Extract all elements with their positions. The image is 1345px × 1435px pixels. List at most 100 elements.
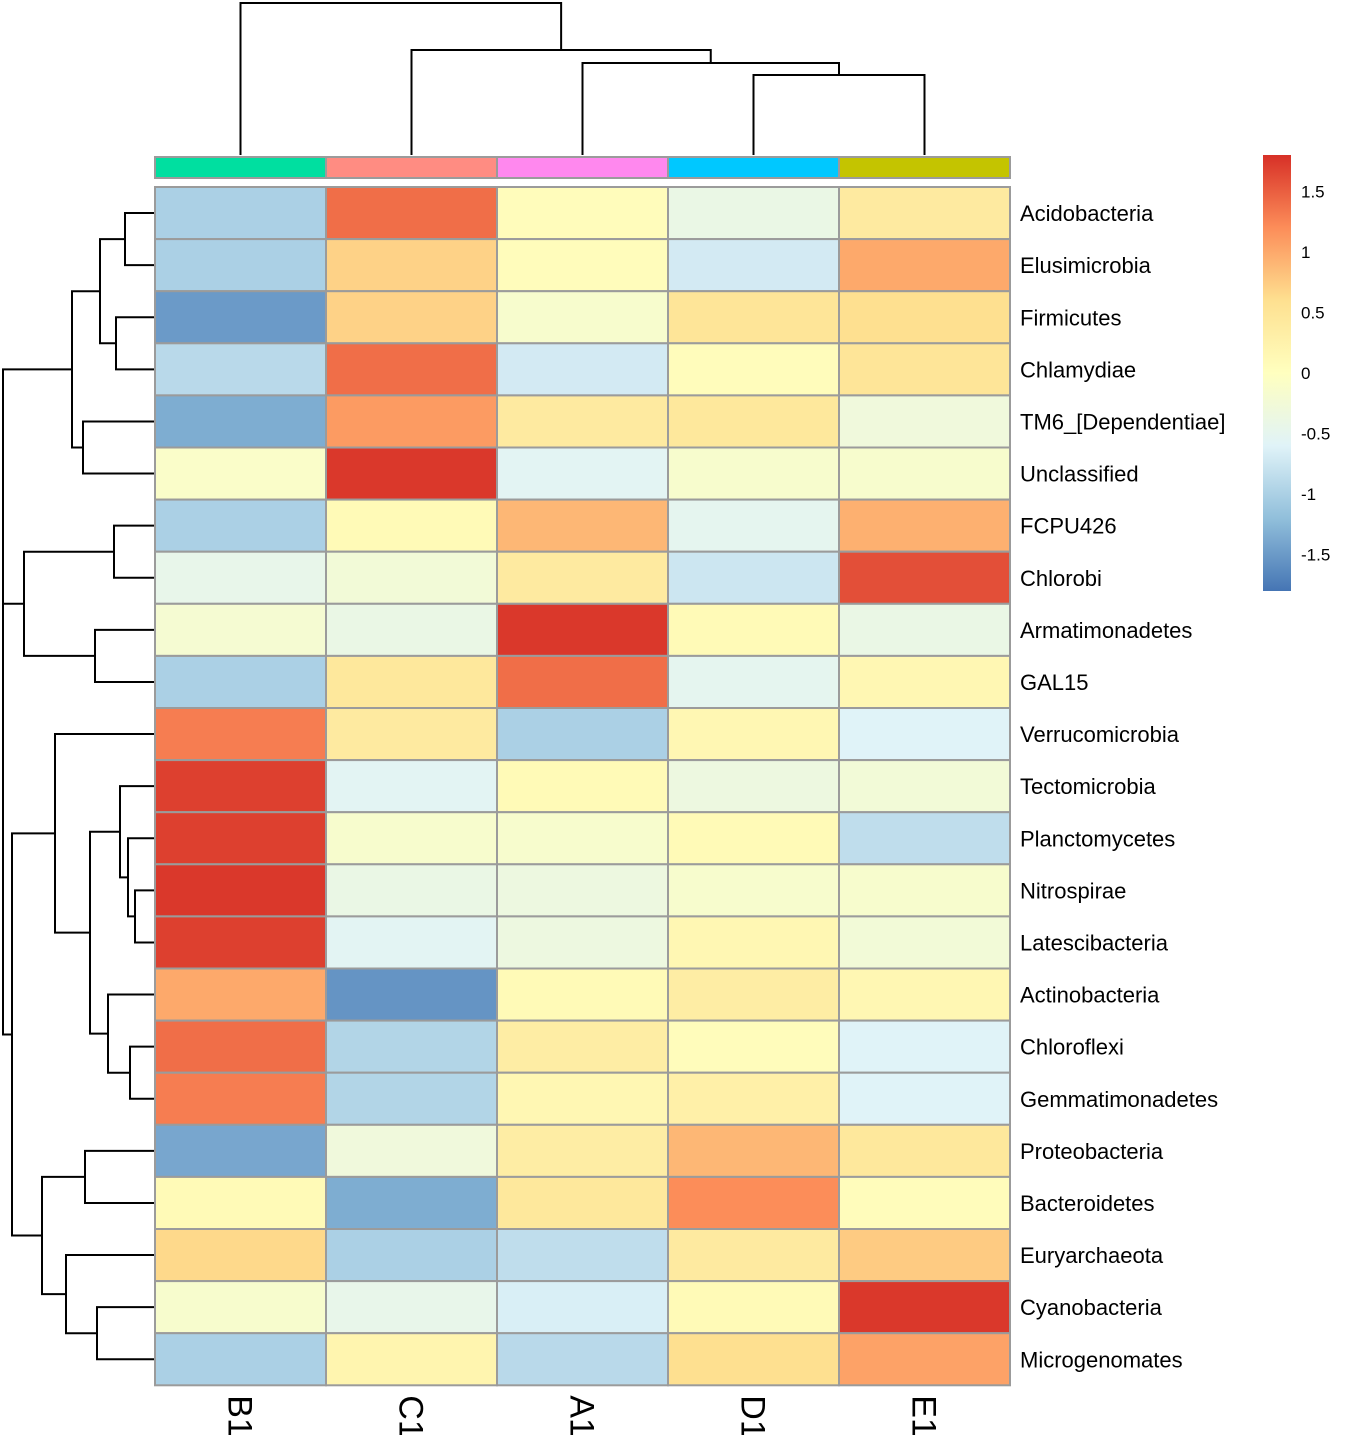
column-labels: B1 C1 A1 D1 E1 — [221, 1395, 943, 1435]
heatmap-cell — [667, 550, 840, 605]
heatmap-cell — [496, 811, 669, 866]
heatmap-cell — [154, 915, 327, 970]
row-label: Chlamydiae — [1020, 357, 1136, 382]
heatmap-cell — [496, 1175, 669, 1231]
legend-tick-label: -1 — [1301, 485, 1316, 504]
row-dendrogram-link — [54, 733, 155, 934]
heatmap-cell — [496, 446, 669, 501]
heatmap-cell — [496, 238, 669, 293]
heatmap-cell — [838, 759, 1011, 814]
heatmap-cell — [838, 186, 1011, 241]
heatmap-cell — [667, 1123, 840, 1178]
heatmap-cell — [496, 759, 669, 814]
row-dendrogram — [2, 212, 155, 1361]
heatmap-cell — [154, 186, 327, 241]
heatmap-cell — [154, 238, 327, 293]
heatmap-cell — [496, 1228, 669, 1283]
column-label: D1 — [734, 1395, 772, 1435]
heatmap-cell — [667, 915, 840, 970]
heatmap-cell — [667, 1071, 840, 1126]
heatmap-cell — [838, 863, 1011, 918]
heatmap-cell — [838, 915, 1011, 970]
legend-tick-label: 0.5 — [1301, 303, 1325, 322]
heatmap-cell — [838, 811, 1011, 866]
heatmap-cell — [838, 342, 1011, 397]
row-label: FCPU426 — [1020, 514, 1117, 539]
heatmap-cell — [496, 1332, 669, 1387]
row-dendrogram-link — [2, 368, 72, 605]
row-label: Tectomicrobia — [1020, 774, 1156, 799]
heatmap-cell — [325, 1332, 498, 1387]
heatmap-cell — [838, 1123, 1011, 1178]
row-label: Gemmatimonadetes — [1020, 1087, 1218, 1112]
heatmap-cell — [154, 1228, 327, 1283]
heatmap-cell — [838, 1228, 1011, 1283]
heatmap-cell — [838, 1332, 1011, 1387]
row-dendrogram-link — [11, 832, 55, 1237]
heatmap-cell — [838, 654, 1011, 710]
legend-tick-label: 1.5 — [1301, 182, 1325, 201]
heatmap-cell — [325, 394, 498, 449]
row-dendrogram-link — [71, 290, 100, 449]
row-label: Actinobacteria — [1020, 983, 1160, 1008]
heatmap-cell — [325, 707, 498, 762]
heatmap-cell — [838, 1175, 1011, 1231]
heatmap-cell — [496, 290, 669, 345]
heatmap-cell — [667, 1280, 840, 1335]
row-dendrogram-link — [65, 1254, 155, 1335]
heatmap-cell — [667, 394, 840, 449]
heatmap-cell — [154, 1280, 327, 1335]
column-dendrogram-link — [581, 62, 840, 155]
heatmap-cell — [325, 446, 498, 501]
heatmap-cell — [838, 967, 1011, 1022]
heatmap-cell — [325, 290, 498, 345]
column-annotation-e1 — [838, 156, 1011, 179]
row-label: Chlorobi — [1020, 566, 1102, 591]
row-dendrogram-link — [134, 889, 155, 944]
row-dendrogram-link — [23, 550, 114, 657]
column-annotation-bar — [154, 156, 1011, 179]
heatmap-cell — [838, 290, 1011, 345]
heatmap-cell — [667, 1228, 840, 1283]
row-label: Latescibacteria — [1020, 930, 1169, 955]
column-label: A1 — [563, 1395, 601, 1435]
heatmap-cell — [154, 654, 327, 710]
heatmap-cells — [154, 186, 1011, 1387]
column-label: C1 — [392, 1395, 430, 1435]
heatmap-cell — [838, 1280, 1011, 1335]
legend-color-bar — [1263, 155, 1291, 591]
heatmap-cell — [325, 550, 498, 605]
heatmap-cell — [154, 811, 327, 866]
heatmap-cell — [496, 186, 669, 241]
heatmap-cell — [325, 1228, 498, 1283]
heatmap-cell — [667, 238, 840, 293]
heatmap-cell — [325, 915, 498, 970]
row-label: Chloroflexi — [1020, 1035, 1124, 1060]
row-dendrogram-link — [107, 993, 155, 1074]
row-dendrogram-link — [96, 1306, 155, 1361]
row-label: Microgenomates — [1020, 1347, 1183, 1372]
heatmap-cell — [325, 1175, 498, 1231]
row-dendrogram-link — [82, 420, 155, 475]
heatmap-cell — [154, 707, 327, 762]
row-label: Armatimonadetes — [1020, 618, 1192, 643]
heatmap-cell — [838, 1019, 1011, 1074]
row-label: TM6_[Dependentiae] — [1020, 409, 1225, 434]
column-dendrogram-link — [239, 2, 563, 155]
heatmap-cell — [496, 654, 669, 710]
heatmap-cell — [667, 498, 840, 553]
column-dendrogram-link — [752, 74, 926, 155]
heatmap-cell — [838, 498, 1011, 553]
heatmap-cell — [325, 967, 498, 1022]
column-annotation-c1 — [325, 156, 498, 179]
color-legend: 1.5 1 0.5 0 -0.5 -1 -1.5 — [1263, 155, 1330, 591]
column-dendrogram — [239, 2, 926, 155]
heatmap-cell — [154, 1175, 327, 1231]
heatmap-cell — [154, 602, 327, 657]
row-label: Proteobacteria — [1020, 1139, 1164, 1164]
heatmap-cell — [325, 811, 498, 866]
heatmap-cell — [154, 394, 327, 449]
heatmap-cell — [496, 342, 669, 397]
heatmap-cell — [667, 707, 840, 762]
row-label: GAL15 — [1020, 670, 1089, 695]
